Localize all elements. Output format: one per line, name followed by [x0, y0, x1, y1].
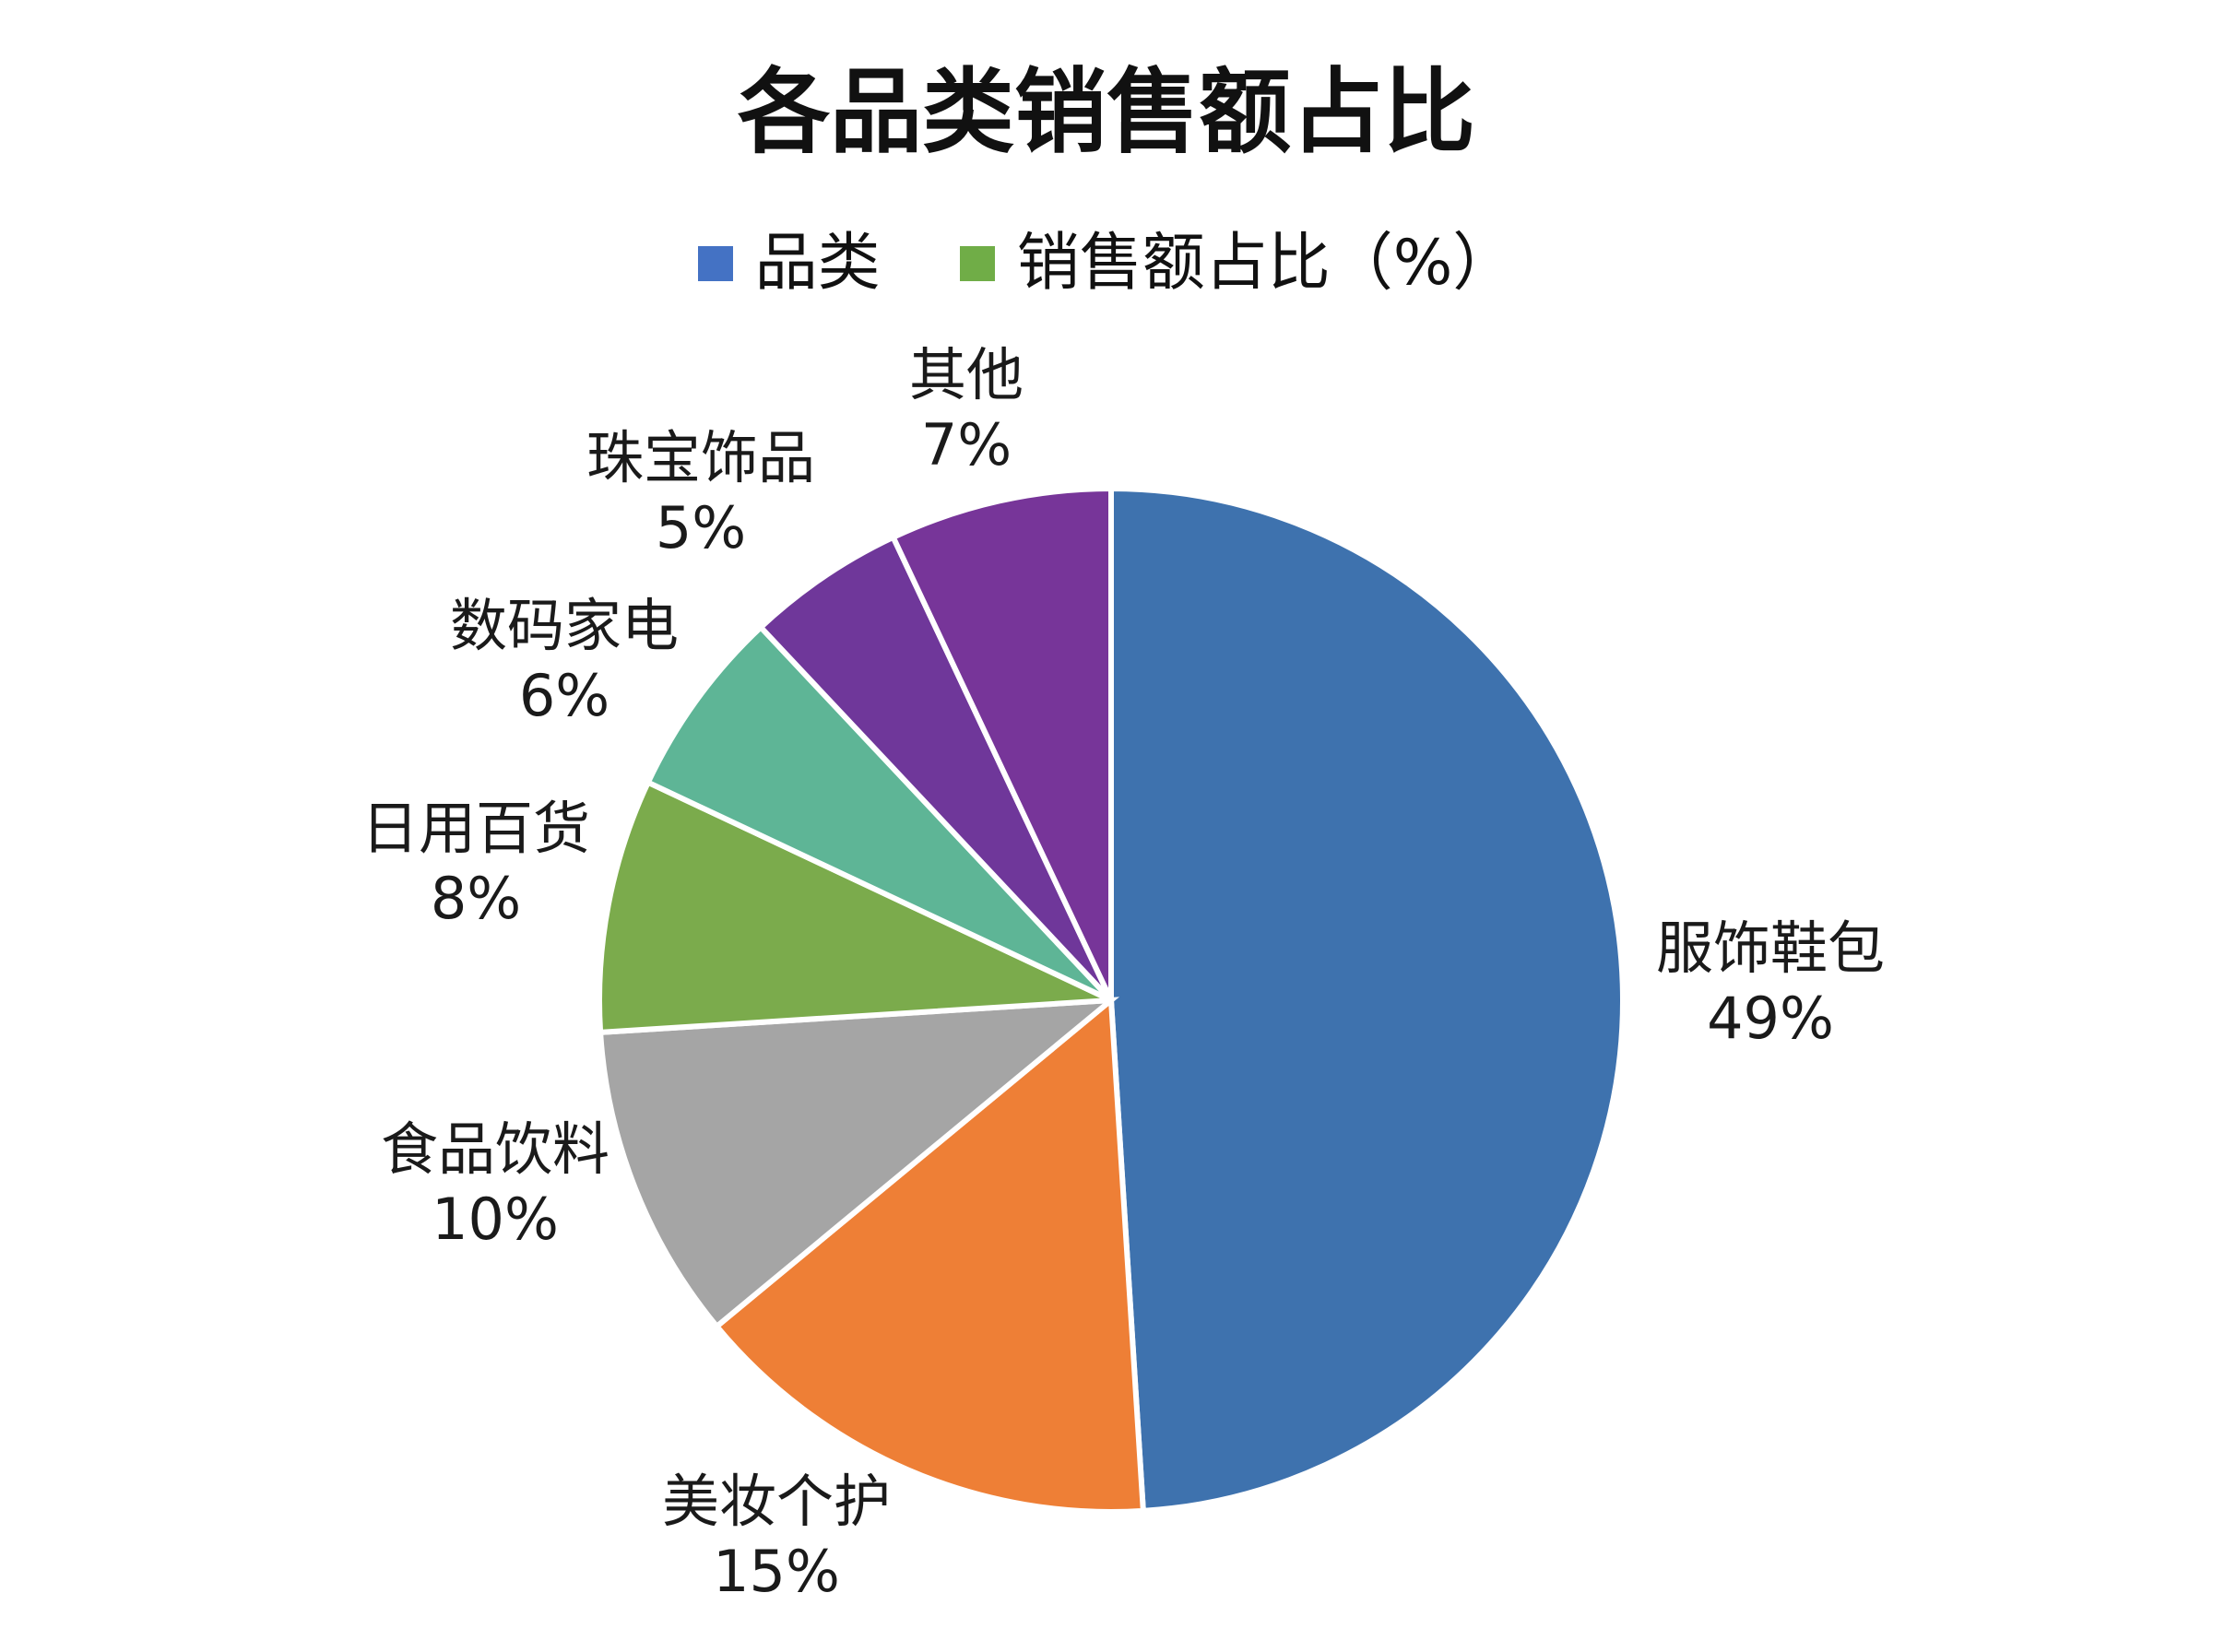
pie-slice-3 — [597, 997, 1120, 1330]
slice-value-label: 6% — [519, 662, 609, 729]
slice-value-label: 49% — [1707, 985, 1834, 1052]
legend-item-share: 销售额占比（%） — [959, 227, 1516, 300]
pie-slice-7 — [889, 485, 1114, 1002]
pie-slice-1 — [1108, 485, 1626, 1515]
slice-value-label: 10% — [432, 1186, 559, 1253]
pie-slice-5 — [644, 623, 1114, 1003]
chart-title: 各品类销售额占比 — [738, 58, 1475, 166]
pie-slices — [597, 485, 1626, 1515]
slice-value-label: 8% — [431, 865, 521, 932]
legend-swatch-blue — [697, 246, 733, 281]
legend-swatch-green — [959, 246, 995, 281]
slice-category-label: 食品饮料 — [381, 1115, 609, 1183]
slice-category-label: 日用百货 — [361, 795, 590, 862]
legend-label-share: 销售额占比（%） — [1016, 227, 1516, 300]
slice-value-label: 15% — [713, 1538, 840, 1605]
slice-category-label: 数码家电 — [450, 592, 679, 659]
slice-value-label: 5% — [656, 494, 746, 561]
pie-slice-6 — [756, 533, 1114, 1003]
slice-category-label: 美妆个护 — [662, 1468, 891, 1535]
pie-slice-4 — [597, 778, 1113, 1036]
legend-label-category: 品类 — [754, 227, 881, 300]
legend: 品类 销售额占比（%） — [0, 232, 2213, 295]
slice-category-label: 珠宝饰品 — [586, 424, 815, 491]
slice-category-label: 服饰鞋包 — [1656, 914, 1885, 982]
slice-value-label: 7% — [921, 411, 1012, 478]
legend-item-category: 品类 — [697, 227, 881, 300]
pie-slice-2 — [713, 994, 1147, 1515]
slice-category-label: 其他 — [909, 341, 1024, 408]
